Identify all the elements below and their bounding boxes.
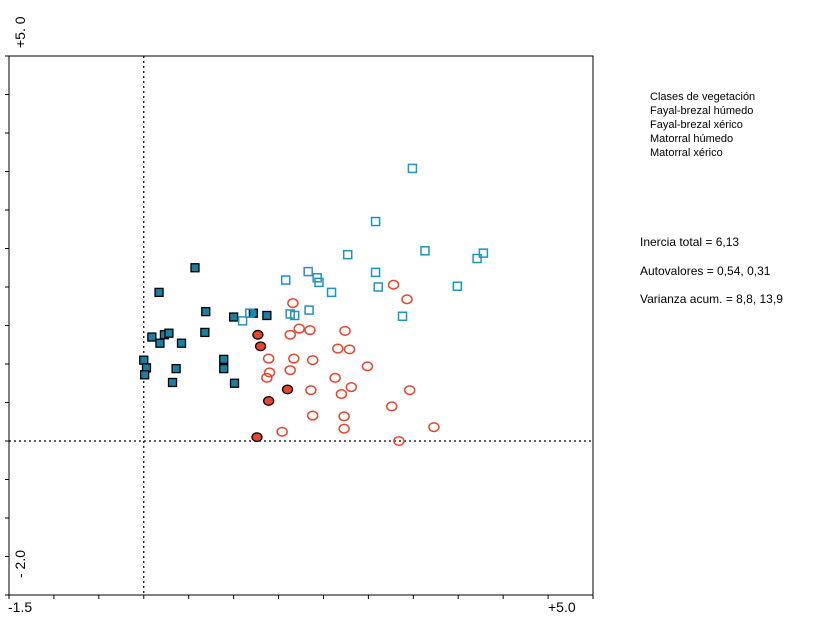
point-fayal-brezal-humedo [154, 287, 164, 298]
legend: Clases de vegetación Fayal-brezal húmedo… [640, 90, 755, 160]
point-matorral-humedo [472, 253, 482, 264]
point-matorral-xerico [361, 361, 374, 372]
point-matorral-xerico [287, 298, 299, 309]
point-fayal-brezal-xerico [263, 396, 275, 406]
point-matorral-xerico [387, 279, 400, 290]
point-matorral-xerico [335, 388, 348, 400]
point-matorral-xerico [329, 372, 341, 383]
plot-frame [8, 55, 594, 596]
point-matorral-humedo [407, 163, 418, 174]
legend-items: Fayal-brezal húmedo Fayal-brezal xérico Ma… [650, 104, 755, 160]
point-matorral-humedo [373, 282, 384, 292]
legend-item-fayal-brezal-humedo: Fayal-brezal húmedo [650, 104, 755, 118]
point-matorral-xerico [262, 353, 275, 364]
data-points [139, 163, 489, 447]
point-matorral-humedo [420, 246, 430, 256]
point-matorral-humedo [370, 216, 381, 227]
inertia-text: Inercia total = 6,13 [640, 235, 740, 249]
point-matorral-humedo [342, 249, 353, 260]
point-fayal-brezal-humedo [219, 354, 229, 365]
point-fayal-brezal-humedo [171, 363, 181, 374]
point-fayal-brezal-humedo [164, 328, 174, 338]
point-matorral-humedo [289, 310, 300, 321]
x-max-tick-label: +5.0 [548, 599, 576, 615]
y-min-tick-label: - 2.0 [12, 550, 28, 578]
legend-item-matorral-humedo: Matorral húmedo [650, 132, 755, 146]
legend-label: Fayal-brezal xérico [650, 119, 743, 131]
point-fayal-brezal-humedo [200, 327, 210, 338]
legend-label: Fayal-brezal húmedo [650, 105, 754, 117]
legend-label: Matorral húmedo [650, 133, 734, 145]
point-matorral-xerico [332, 343, 344, 354]
point-matorral-xerico [385, 401, 398, 412]
point-matorral-humedo [280, 275, 291, 285]
point-matorral-xerico [306, 355, 319, 366]
point-fayal-brezal-humedo [176, 338, 187, 348]
point-matorral-xerico [338, 411, 350, 422]
legend-title: Clases de vegetación [650, 91, 756, 103]
point-fayal-brezal-xerico [281, 384, 294, 395]
legend-item-fayal-brezal-xerico: Fayal-brezal xérico [650, 118, 755, 132]
point-matorral-xerico [261, 372, 273, 383]
point-matorral-humedo [314, 277, 324, 288]
eigenvalues-text: Autovalores = 0,54, 0,31 [640, 264, 771, 278]
legend-label: Matorral xérico [650, 147, 723, 159]
point-matorral-xerico [428, 422, 440, 433]
point-fayal-brezal-humedo [201, 306, 211, 317]
point-matorral-xerico [338, 423, 350, 434]
point-matorral-xerico [339, 325, 351, 336]
point-fayal-brezal-humedo [140, 370, 150, 380]
point-fayal-brezal-xerico [252, 329, 264, 340]
point-fayal-brezal-xerico [254, 341, 267, 352]
point-fayal-brezal-xerico [251, 432, 263, 443]
legend-item-matorral-xerico: Matorral xérico [650, 146, 755, 160]
point-fayal-brezal-humedo [139, 355, 149, 365]
point-matorral-humedo [237, 316, 248, 326]
point-matorral-xerico [403, 385, 416, 396]
point-fayal-brezal-humedo [229, 378, 240, 388]
point-fayal-brezal-humedo [262, 310, 272, 321]
point-matorral-xerico [284, 365, 296, 376]
axis-ticks [5, 55, 594, 599]
point-matorral-xerico [293, 323, 305, 334]
point-matorral-humedo [303, 266, 313, 277]
point-matorral-xerico [288, 353, 300, 364]
point-fayal-brezal-humedo [147, 332, 157, 342]
point-matorral-xerico [401, 294, 413, 305]
point-fayal-brezal-humedo [228, 312, 239, 322]
point-matorral-xerico [284, 329, 296, 340]
y-max-tick-label: +5. 0 [12, 16, 28, 48]
x-min-tick-label: -1.5 [8, 599, 32, 615]
point-matorral-xerico [306, 410, 319, 421]
point-matorral-xerico [304, 325, 316, 336]
point-matorral-humedo [304, 305, 314, 315]
point-fayal-brezal-humedo [219, 363, 229, 374]
point-matorral-xerico [305, 385, 317, 396]
point-matorral-xerico [276, 426, 288, 437]
point-matorral-humedo [326, 287, 337, 298]
point-matorral-xerico [263, 367, 276, 378]
point-fayal-brezal-humedo [190, 263, 200, 273]
point-fayal-brezal-humedo [167, 377, 178, 388]
variance-text: Varianza acum. = 8,8, 13,9 [640, 292, 783, 306]
point-matorral-xerico [393, 435, 405, 447]
point-matorral-humedo [397, 311, 408, 322]
point-matorral-humedo [478, 248, 489, 258]
point-matorral-xerico [343, 344, 356, 355]
point-matorral-humedo [370, 267, 381, 278]
point-matorral-humedo [245, 308, 255, 318]
point-fayal-brezal-humedo [155, 338, 165, 348]
point-matorral-xerico [345, 382, 358, 393]
point-matorral-humedo [452, 281, 463, 291]
